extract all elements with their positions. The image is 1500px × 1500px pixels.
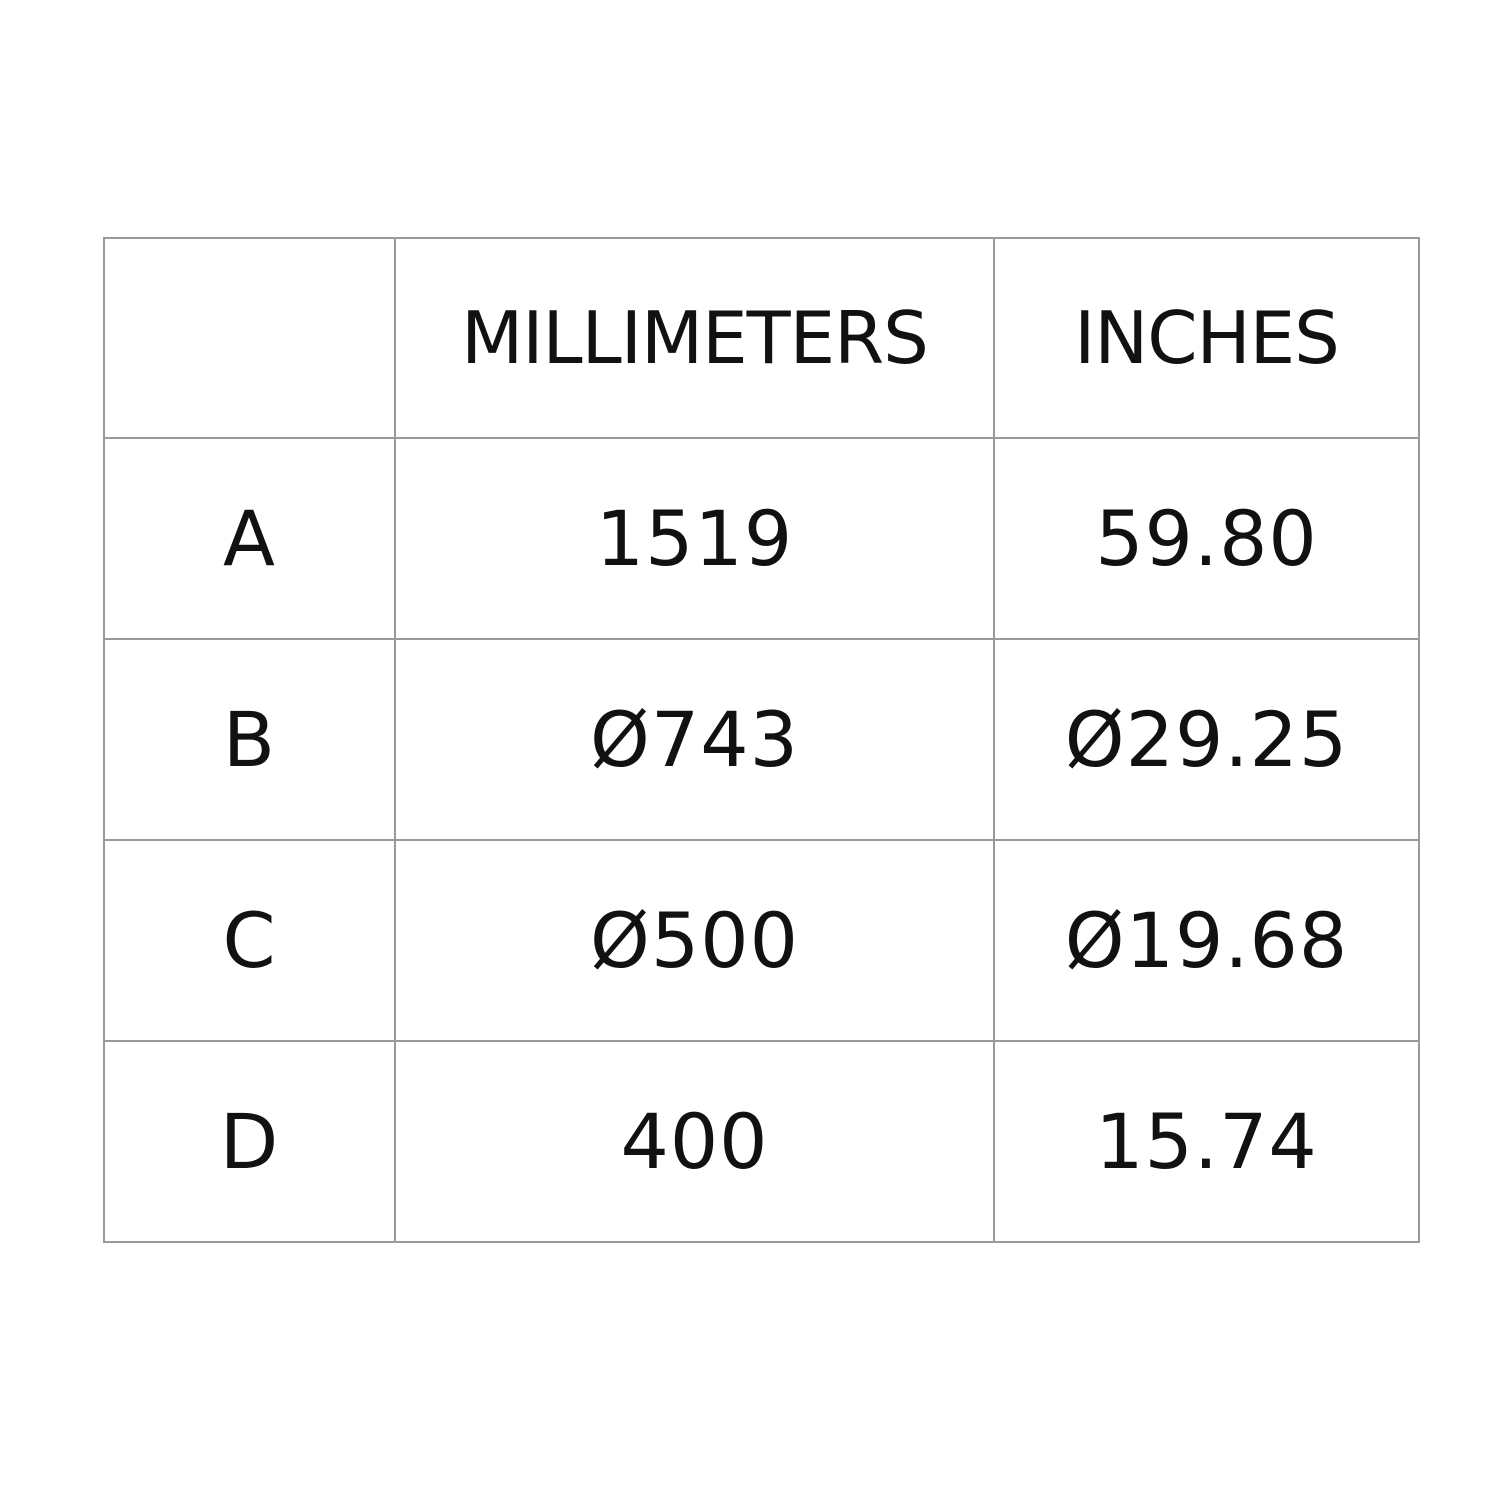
row-label: B — [103, 638, 396, 841]
inch-value: Ø19.68 — [993, 839, 1420, 1042]
inch-value: Ø29.25 — [993, 638, 1420, 841]
header-blank — [103, 237, 396, 439]
row-label: D — [103, 1040, 396, 1243]
header-millimeters: MILLIMETERS — [394, 237, 995, 439]
mm-value: 400 — [394, 1040, 995, 1243]
row-label: A — [103, 437, 396, 640]
mm-value: Ø500 — [394, 839, 995, 1042]
header-row: MILLIMETERS INCHES — [103, 237, 1420, 439]
table-row: B Ø743 Ø29.25 — [103, 638, 1420, 841]
table-row: C Ø500 Ø19.68 — [103, 839, 1420, 1042]
header-inches: INCHES — [993, 237, 1420, 439]
inch-value: 59.80 — [993, 437, 1420, 640]
inch-value: 15.74 — [993, 1040, 1420, 1243]
mm-value: Ø743 — [394, 638, 995, 841]
table-row: D 400 15.74 — [103, 1040, 1420, 1243]
mm-value: 1519 — [394, 437, 995, 640]
table-row: A 1519 59.80 — [103, 437, 1420, 640]
row-label: C — [103, 839, 396, 1042]
dimensions-table: MILLIMETERS INCHES A 1519 59.80 B Ø743 Ø… — [103, 237, 1420, 1243]
